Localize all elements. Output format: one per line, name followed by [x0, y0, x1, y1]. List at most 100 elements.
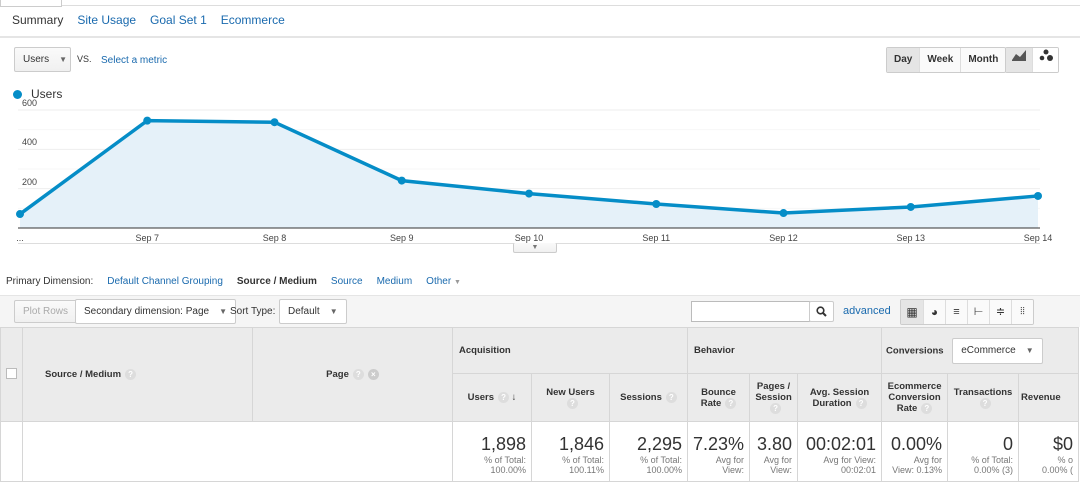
column-header-avg-session-duration[interactable]: Avg. Session Duration? — [797, 373, 883, 422]
help-icon[interactable]: ? — [665, 392, 677, 403]
plot-rows-button[interactable]: Plot Rows — [14, 300, 78, 323]
header-label: Source / Medium — [45, 369, 122, 380]
header-label: New Users — [546, 386, 595, 398]
behavior-group-header: Behavior — [686, 327, 883, 374]
data-point[interactable] — [1034, 191, 1042, 200]
chart-type-selector — [1005, 47, 1059, 73]
help-icon[interactable]: ? — [725, 397, 737, 409]
dimension-header-source-medium[interactable]: Source / Medium? — [22, 327, 253, 422]
table-view-icon[interactable]: ▦ — [901, 300, 923, 324]
y-tick-label: 600 — [22, 98, 38, 108]
dim-other-label: Other — [426, 276, 452, 287]
help-icon[interactable]: ? — [921, 403, 933, 414]
term-cloud-view-icon[interactable]: ≑ — [989, 300, 1011, 324]
x-tick-label: Sep 12 — [769, 233, 798, 243]
help-icon[interactable]: ? — [855, 397, 867, 409]
sort-type-dropdown[interactable]: Default ▼ — [279, 299, 347, 324]
secondary-dimension-dropdown[interactable]: Secondary dimension: Page ▼ — [75, 299, 236, 324]
select-all-checkbox[interactable] — [6, 367, 17, 379]
pie-view-icon[interactable]: ◕ — [923, 300, 945, 324]
help-icon[interactable]: ? — [352, 369, 364, 380]
motion-chart-icon[interactable] — [1032, 48, 1058, 72]
dim-other[interactable]: Other ▼ — [426, 276, 461, 287]
line-chart-icon[interactable] — [1006, 48, 1032, 72]
select-metric-link[interactable]: Select a metric — [101, 55, 168, 66]
data-point[interactable] — [525, 189, 533, 198]
data-point[interactable] — [779, 209, 788, 218]
tab-goal-set-1[interactable]: Goal Set 1 — [150, 13, 207, 27]
tab-site-usage[interactable]: Site Usage — [77, 13, 137, 27]
report-tab[interactable] — [0, 0, 62, 7]
data-point[interactable] — [906, 202, 915, 211]
help-icon[interactable]: ? — [770, 403, 782, 414]
conversions-value: eCommerce — [961, 345, 1016, 356]
help-icon[interactable]: ? — [979, 397, 991, 409]
column-header-revenue[interactable]: Revenue — [1018, 373, 1080, 422]
header-label: Bounce Rate — [700, 386, 736, 409]
data-point[interactable] — [397, 176, 406, 185]
search-button[interactable] — [809, 301, 834, 322]
total-5: 00:02:01 Avg for View: 00:02:01 — [797, 421, 883, 482]
data-point[interactable] — [143, 116, 152, 125]
total-3: 7.23% Avg for View: — [686, 421, 751, 482]
data-point[interactable] — [16, 210, 24, 219]
week-button[interactable]: Week — [919, 48, 961, 72]
total-note: % of Total: — [562, 455, 604, 465]
total-value: $0 — [1053, 434, 1074, 454]
total-note: Avg for View: — [823, 455, 877, 465]
day-button[interactable]: Day — [887, 48, 920, 72]
header-label: Pages / Session — [755, 381, 792, 403]
total-note: 00:02:01 — [841, 465, 877, 475]
dimension-header-page[interactable]: Page? × — [252, 327, 453, 422]
help-icon[interactable]: ? — [125, 369, 137, 380]
dim-medium[interactable]: Medium — [376, 276, 413, 287]
users-line-chart — [16, 109, 1042, 229]
conversions-dropdown[interactable]: eCommerce ▼ — [952, 337, 1043, 364]
table-search-input[interactable] — [691, 301, 810, 322]
totals-checkbox-cell — [0, 421, 23, 482]
total-value: 3.80 — [757, 434, 793, 454]
help-icon[interactable]: ? — [498, 392, 510, 403]
column-header-sessions[interactable]: Sessions? — [609, 373, 688, 422]
data-point[interactable] — [270, 118, 279, 127]
total-8: $0% o 0.00% ( — [1018, 421, 1080, 482]
column-header-new-users[interactable]: New Users? — [531, 373, 610, 422]
totals-row: 1,898% of Total: 100.00% 1,846% of Total: 1… — [0, 421, 1080, 482]
column-header-transactions[interactable]: Transactions? — [947, 373, 1020, 422]
x-tick-label: Sep 14 — [1023, 233, 1053, 243]
y-tick-label: 200 — [22, 176, 38, 187]
dim-default-channel-grouping[interactable]: Default Channel Grouping — [107, 276, 223, 287]
column-header-users[interactable]: Users? ↓ — [452, 373, 532, 422]
data-point[interactable] — [652, 200, 661, 209]
remove-dimension-icon[interactable]: × — [367, 369, 379, 380]
total-note: 0.00% (3) — [974, 465, 1014, 475]
comparison-view-icon[interactable]: ⊢ — [967, 300, 989, 324]
primary-dimension-bar: Primary Dimension: Default Channel Group… — [6, 276, 461, 287]
advanced-filter-link[interactable]: advanced — [843, 305, 891, 317]
divider — [62, 5, 1080, 6]
x-tick-label: Sep 11 — [642, 233, 671, 243]
help-icon[interactable]: ? — [567, 397, 578, 409]
total-value: 0.00% — [891, 434, 943, 454]
dim-source[interactable]: Source — [330, 276, 363, 287]
column-header-pages-session[interactable]: Pages / Session? — [749, 373, 799, 422]
dim-source-medium[interactable]: Source / Medium — [236, 276, 317, 287]
collapse-chart-handle[interactable]: ▼ — [513, 243, 557, 253]
x-tick-label: Sep 9 — [389, 233, 414, 243]
totals-label-cell — [22, 421, 453, 482]
performance-view-icon[interactable]: ≡ — [945, 300, 967, 324]
primary-dimension-label: Primary Dimension: — [6, 276, 94, 287]
total-note: View: 0.13% — [892, 465, 943, 475]
metric-dropdown[interactable]: Users ▼ — [14, 47, 71, 72]
month-button[interactable]: Month — [960, 48, 1006, 72]
metric-value: Users — [23, 54, 50, 65]
total-value: 1,898 — [480, 434, 526, 454]
column-header-bounce-rate[interactable]: Bounce Rate? — [686, 373, 751, 422]
total-value: 7.23% — [693, 434, 745, 454]
pivot-view-icon[interactable]: ⦙⦙ — [1011, 300, 1033, 324]
tab-ecommerce[interactable]: Ecommerce — [220, 13, 285, 27]
chart-legend[interactable]: Users — [13, 87, 62, 101]
tab-summary[interactable]: Summary — [12, 13, 64, 27]
caret-down-icon: ▼ — [59, 55, 68, 64]
column-header-ecommerce-conversion-rate[interactable]: Ecommerce Conversion Rate? — [881, 373, 949, 422]
